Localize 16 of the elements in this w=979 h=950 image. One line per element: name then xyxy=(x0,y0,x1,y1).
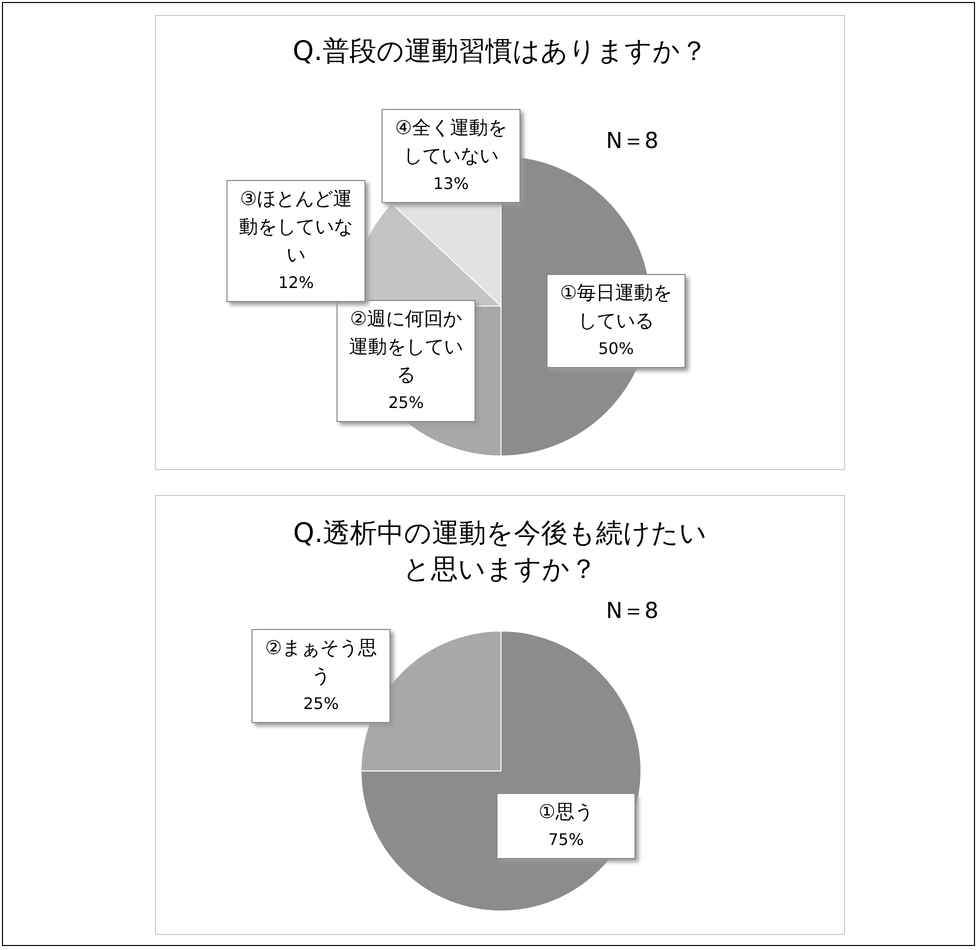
chart-title: Q.普段の運動習慣はありますか？ xyxy=(292,35,708,69)
data-label: 13% xyxy=(432,173,470,195)
slice-label: ②まぁそう思う xyxy=(264,637,378,687)
data-label: 25% xyxy=(387,392,425,414)
data-label: 12% xyxy=(277,272,315,294)
text: N＝8 xyxy=(606,598,658,626)
data-label: 25% xyxy=(302,693,340,715)
slice-label: ④全く運動をしていない xyxy=(394,117,508,167)
data-label: 75% xyxy=(547,829,585,851)
text: N＝8 xyxy=(606,128,658,156)
slice-label: ③ほとんど運動をしていない xyxy=(239,188,353,266)
chart-title: Q.透析中の運動を今後も続けたいと思いますか？ xyxy=(292,517,708,587)
slice-label: ①思う xyxy=(538,801,594,823)
slice-label: ①毎日運動をしている xyxy=(560,282,672,332)
slice-label: ②週に何回か運動をしている xyxy=(349,308,463,386)
data-label: 50% xyxy=(597,338,635,360)
